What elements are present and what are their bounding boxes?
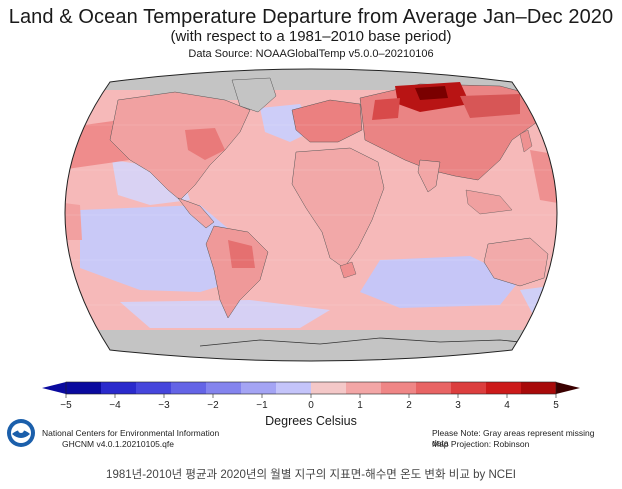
legend-title: Degrees Celsius [265,414,357,428]
graticule [65,124,557,306]
projection-note: Map Projection: Robinson [432,439,530,449]
legend-tick-label: 4 [504,400,510,411]
legend-tick-label: 5 [553,400,559,411]
map-title: Land & Ocean Temperature Departure from … [8,6,614,28]
central-america [177,197,215,229]
legend-swatch [486,382,522,394]
figure-caption: 1981년-2010년 평균과 2020년의 월별 지구의 지표면-해수면 온도… [106,469,516,481]
data-source: Data Source: NOAAGlobalTemp v5.0.0–20210… [188,48,434,60]
legend-arrow-max [556,382,580,394]
west-pacific-warm [530,150,557,210]
southern-pacific-cool [120,300,330,328]
central-pacific-warm [65,200,82,240]
missing-data-note: Please Note: Gray areas represent missin… [432,428,595,448]
world-map [64,68,558,362]
legend-swatch [311,382,347,394]
noaa-logo [7,419,35,447]
legend-swatch [451,382,487,394]
north-america [109,91,251,201]
maritime-southeast-asia [465,189,513,215]
indian-ocean-south-cool [360,256,520,308]
antarctica-coast [199,337,557,347]
siberia-extreme-hotspot [415,86,448,100]
legend-swatch [381,382,417,394]
legend-swatch [171,382,207,394]
legend-tick-label: −2 [207,400,219,411]
legend-tick-label: 1 [357,400,363,411]
org-version: GHCNM v4.0.1.20210105.qfe [62,439,174,449]
legend-swatch [206,382,242,394]
legend-swatch [101,382,137,394]
south-america [205,225,269,319]
legend-tick-label: 2 [406,400,412,411]
legend-swatch [416,382,452,394]
legend-swatch [346,382,382,394]
globe-outline [64,68,558,362]
org-name: National Centers for Environmental Infor… [42,428,220,438]
madagascar [339,261,357,279]
japan [519,129,533,153]
legend-tick-label: −4 [109,400,121,411]
africa [291,147,385,269]
legend-swatch [66,382,102,394]
australia [483,237,549,287]
legend-tick-label: 3 [455,400,461,411]
map-subtitle: (with respect to a 1981–2010 base period… [170,28,452,45]
legend-swatch [136,382,172,394]
legend-swatch [276,382,312,394]
legend-tick-label: −1 [256,400,268,411]
legend-tick-label: −3 [158,400,170,411]
northeast-siberia-warm [460,94,520,118]
northwest-russia-warm [372,98,400,120]
legend-tick-label: −5 [60,400,72,411]
legend-colorbar: −5 −4 −3 −2 −1 0 1 2 3 4 5 [42,381,580,411]
europe [291,99,363,143]
south-america-central-warm [228,240,255,268]
legend-swatch [521,382,557,394]
eastern-north-america-warm [185,128,225,160]
greenland [231,77,277,113]
east-pacific-cool [80,205,240,292]
legend-arrow-min [42,382,66,394]
legend-swatch [241,382,277,394]
legend-tick-label: 0 [308,400,314,411]
india [417,159,441,193]
